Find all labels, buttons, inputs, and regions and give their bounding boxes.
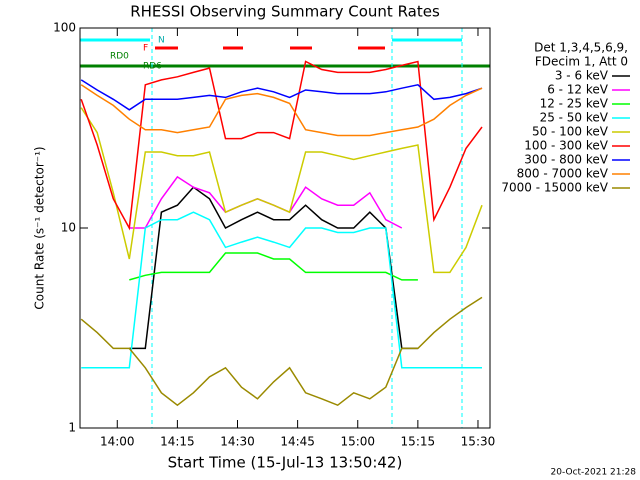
annotation: F (143, 44, 148, 54)
plot-area (80, 60, 483, 407)
x-tick-label: 15:30 (461, 435, 496, 449)
legend-label: 25 - 50 keV (540, 111, 609, 125)
legend-label: 7000 - 15000 keV (501, 181, 608, 195)
series-line (81, 211, 482, 369)
y-tick-label: 1 (68, 421, 76, 435)
annotation: RD6 (143, 62, 162, 72)
x-tick-label: 15:00 (340, 435, 375, 449)
x-tick-label: 14:00 (100, 435, 135, 449)
legend-label: 300 - 800 keV (524, 153, 608, 167)
legend-header: FDecim 1, Att 0 (535, 55, 628, 69)
annotation: N (158, 36, 165, 46)
chart-title: RHESSI Observing Summary Count Rates (130, 3, 440, 21)
x-tick-label: 14:45 (280, 435, 315, 449)
x-tick-label: 14:15 (160, 435, 195, 449)
series-line (80, 296, 483, 407)
legend-label: 6 - 12 keV (547, 83, 609, 97)
legend-label: 12 - 25 keV (540, 97, 609, 111)
x-tick-label: 15:15 (401, 435, 436, 449)
annotation: RD0 (110, 52, 129, 62)
legend-label: 800 - 7000 keV (517, 167, 609, 181)
legend-header: Det 1,3,4,5,6,9, (534, 41, 628, 55)
y-tick-label: 10 (61, 221, 76, 235)
series-line (80, 84, 483, 137)
legend-label: 100 - 300 keV (524, 139, 608, 153)
series-line (80, 60, 483, 231)
x-tick-label: 14:30 (220, 435, 255, 449)
series-line (129, 252, 418, 281)
timestamp: 20-Oct-2021 21:28 (551, 468, 637, 478)
series-line (80, 107, 483, 274)
legend-label: 50 - 100 keV (532, 125, 609, 139)
series-line (80, 79, 483, 111)
series-line (129, 186, 418, 350)
y-tick-label: 100 (53, 21, 76, 35)
x-axis-title: Start Time (15-Jul-13 13:50:42) (168, 454, 403, 472)
legend-label: 3 - 6 keV (555, 69, 609, 83)
y-axis-title: Count Rate (s⁻¹ detector⁻¹) (33, 146, 47, 309)
